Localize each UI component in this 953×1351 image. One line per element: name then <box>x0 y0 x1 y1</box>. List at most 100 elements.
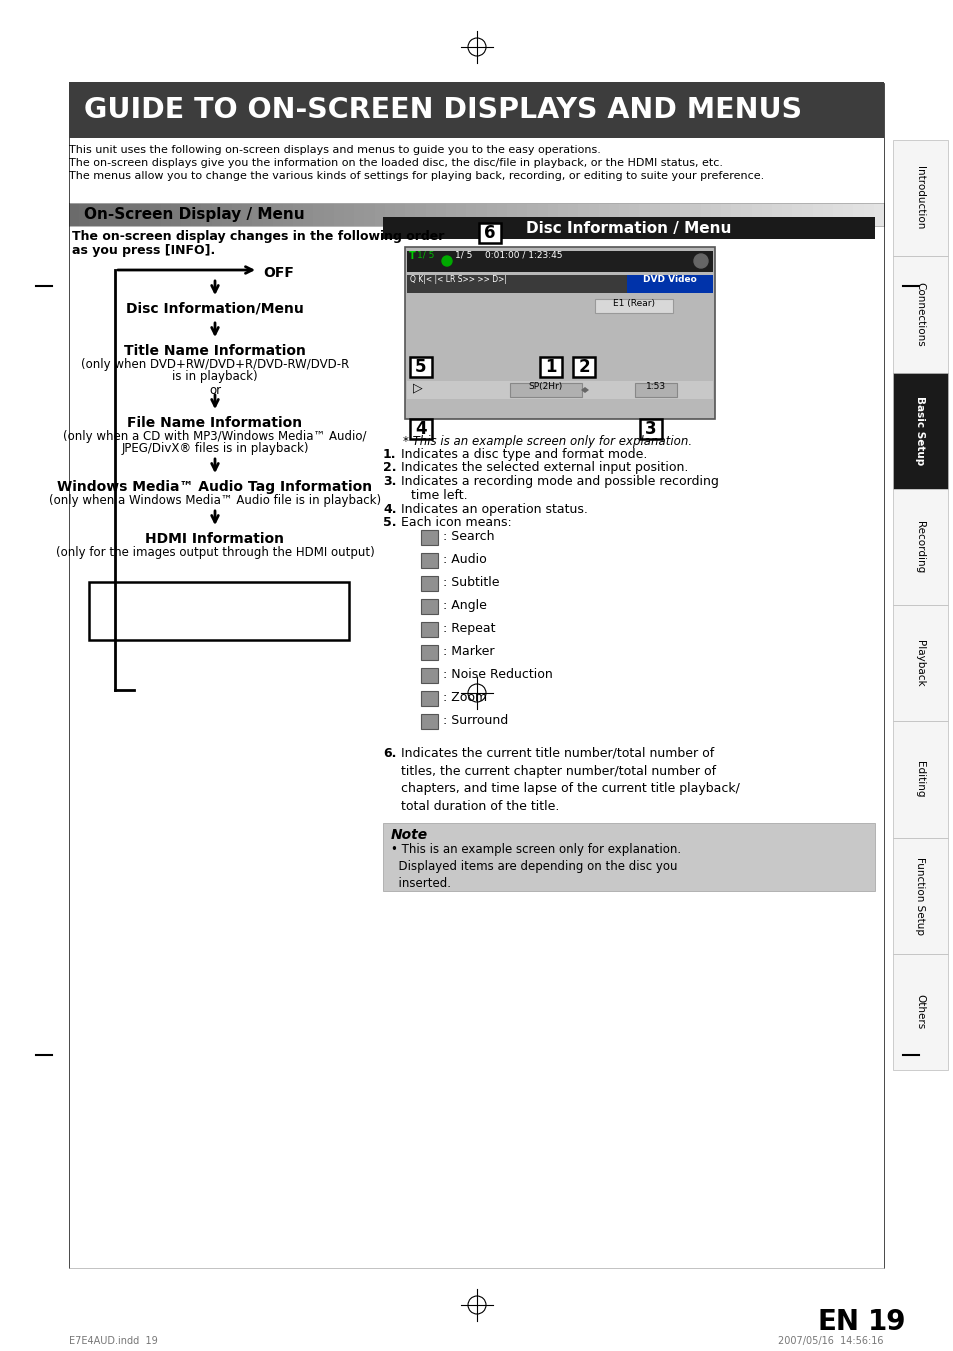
Text: 4: 4 <box>415 420 426 438</box>
Bar <box>420 713 437 730</box>
Bar <box>892 257 947 373</box>
Bar <box>407 276 626 293</box>
Text: (only when a CD with MP3/Windows Media™ Audio/: (only when a CD with MP3/Windows Media™ … <box>63 430 366 443</box>
Text: 2007/05/16  14:56:16: 2007/05/16 14:56:16 <box>778 1336 883 1346</box>
Bar <box>873 203 884 226</box>
Bar <box>578 203 589 226</box>
Bar <box>130 203 141 226</box>
Text: : Angle: : Angle <box>442 598 486 612</box>
Bar <box>375 203 385 226</box>
Bar <box>507 203 517 226</box>
Bar <box>90 203 100 226</box>
Bar <box>425 203 436 226</box>
Text: 6.: 6. <box>382 747 395 761</box>
Bar <box>69 82 883 138</box>
Bar <box>792 203 802 226</box>
Text: Recording: Recording <box>915 520 924 573</box>
Bar <box>547 203 558 226</box>
Bar <box>892 838 947 954</box>
Bar <box>201 203 213 226</box>
Bar <box>781 203 793 226</box>
Text: 3: 3 <box>644 420 656 438</box>
Bar <box>293 203 304 226</box>
Text: HDMI Information: HDMI Information <box>146 532 284 546</box>
Text: (only for the images output through the HDMI output): (only for the images output through the … <box>55 546 374 559</box>
Bar <box>537 203 548 226</box>
Bar <box>303 203 314 226</box>
Bar <box>486 203 497 226</box>
Text: Connections: Connections <box>915 282 924 347</box>
Text: Title Name Information: Title Name Information <box>124 345 306 358</box>
Text: File Name Information: File Name Information <box>128 416 302 430</box>
Circle shape <box>441 255 452 266</box>
Text: E7E4AUD.indd  19: E7E4AUD.indd 19 <box>69 1336 157 1346</box>
Bar <box>140 203 152 226</box>
Bar <box>415 203 426 226</box>
Bar <box>456 203 467 226</box>
Bar <box>639 419 661 439</box>
Bar <box>420 553 437 567</box>
Bar <box>842 203 854 226</box>
Bar <box>517 203 528 226</box>
Text: time left.: time left. <box>411 489 467 503</box>
Text: The menus allow you to change the various kinds of settings for playing back, re: The menus allow you to change the variou… <box>69 172 763 181</box>
Text: • This is an example screen only for explanation.
  Displayed items are dependin: • This is an example screen only for exp… <box>391 843 680 890</box>
Text: GUIDE TO ON-SCREEN DISPLAYS AND MENUS: GUIDE TO ON-SCREEN DISPLAYS AND MENUS <box>84 96 801 124</box>
Text: (only when a Windows Media™ Audio file is in playback): (only when a Windows Media™ Audio file i… <box>49 494 380 507</box>
Bar <box>232 203 243 226</box>
Text: 5.: 5. <box>382 516 396 530</box>
Bar <box>395 203 406 226</box>
Bar <box>69 203 80 226</box>
Bar <box>635 382 677 397</box>
Bar <box>420 621 437 638</box>
Text: or: or <box>209 384 221 397</box>
Bar <box>598 203 609 226</box>
Bar <box>812 203 823 226</box>
Bar <box>420 530 437 544</box>
Bar <box>405 247 714 419</box>
Bar <box>420 690 437 707</box>
Bar <box>539 357 561 377</box>
Text: 5: 5 <box>415 358 426 376</box>
Bar <box>573 357 595 377</box>
Bar <box>323 203 335 226</box>
Bar <box>862 203 874 226</box>
Bar <box>364 203 375 226</box>
Bar <box>283 203 294 226</box>
Text: 1/ 5: 1/ 5 <box>416 251 434 259</box>
Text: : Search: : Search <box>442 530 494 543</box>
Bar <box>892 489 947 605</box>
Text: 1/ 5: 1/ 5 <box>455 251 472 259</box>
Polygon shape <box>580 386 588 393</box>
Bar <box>354 203 365 226</box>
Bar <box>618 203 630 226</box>
Bar <box>478 223 500 243</box>
Text: JPEG/DivX® files is in playback): JPEG/DivX® files is in playback) <box>121 442 309 455</box>
Text: : Surround: : Surround <box>442 713 508 727</box>
Bar <box>801 203 813 226</box>
Text: Disc Information / Menu: Disc Information / Menu <box>526 220 731 235</box>
Bar <box>892 954 947 1070</box>
Bar <box>242 203 253 226</box>
Text: Indicates the current title number/total number of
titles, the current chapter n: Indicates the current title number/total… <box>400 747 740 812</box>
Text: 6: 6 <box>484 224 496 242</box>
Bar <box>892 721 947 838</box>
Text: SP(2Hr): SP(2Hr) <box>528 382 562 390</box>
Bar <box>740 203 752 226</box>
Bar <box>151 203 161 226</box>
Bar <box>405 203 416 226</box>
Bar <box>253 203 263 226</box>
Bar <box>407 381 712 399</box>
Text: DVD Video: DVD Video <box>642 276 696 284</box>
Text: Indicates a recording mode and possible recording: Indicates a recording mode and possible … <box>400 476 719 488</box>
Bar <box>760 203 772 226</box>
Bar <box>595 299 672 313</box>
Bar <box>659 203 670 226</box>
Text: 2.: 2. <box>382 461 396 474</box>
Bar <box>410 357 432 377</box>
Text: ▷: ▷ <box>413 381 422 394</box>
Text: Editing: Editing <box>915 761 924 797</box>
Bar <box>191 203 202 226</box>
Bar <box>853 203 863 226</box>
Bar <box>69 203 883 226</box>
